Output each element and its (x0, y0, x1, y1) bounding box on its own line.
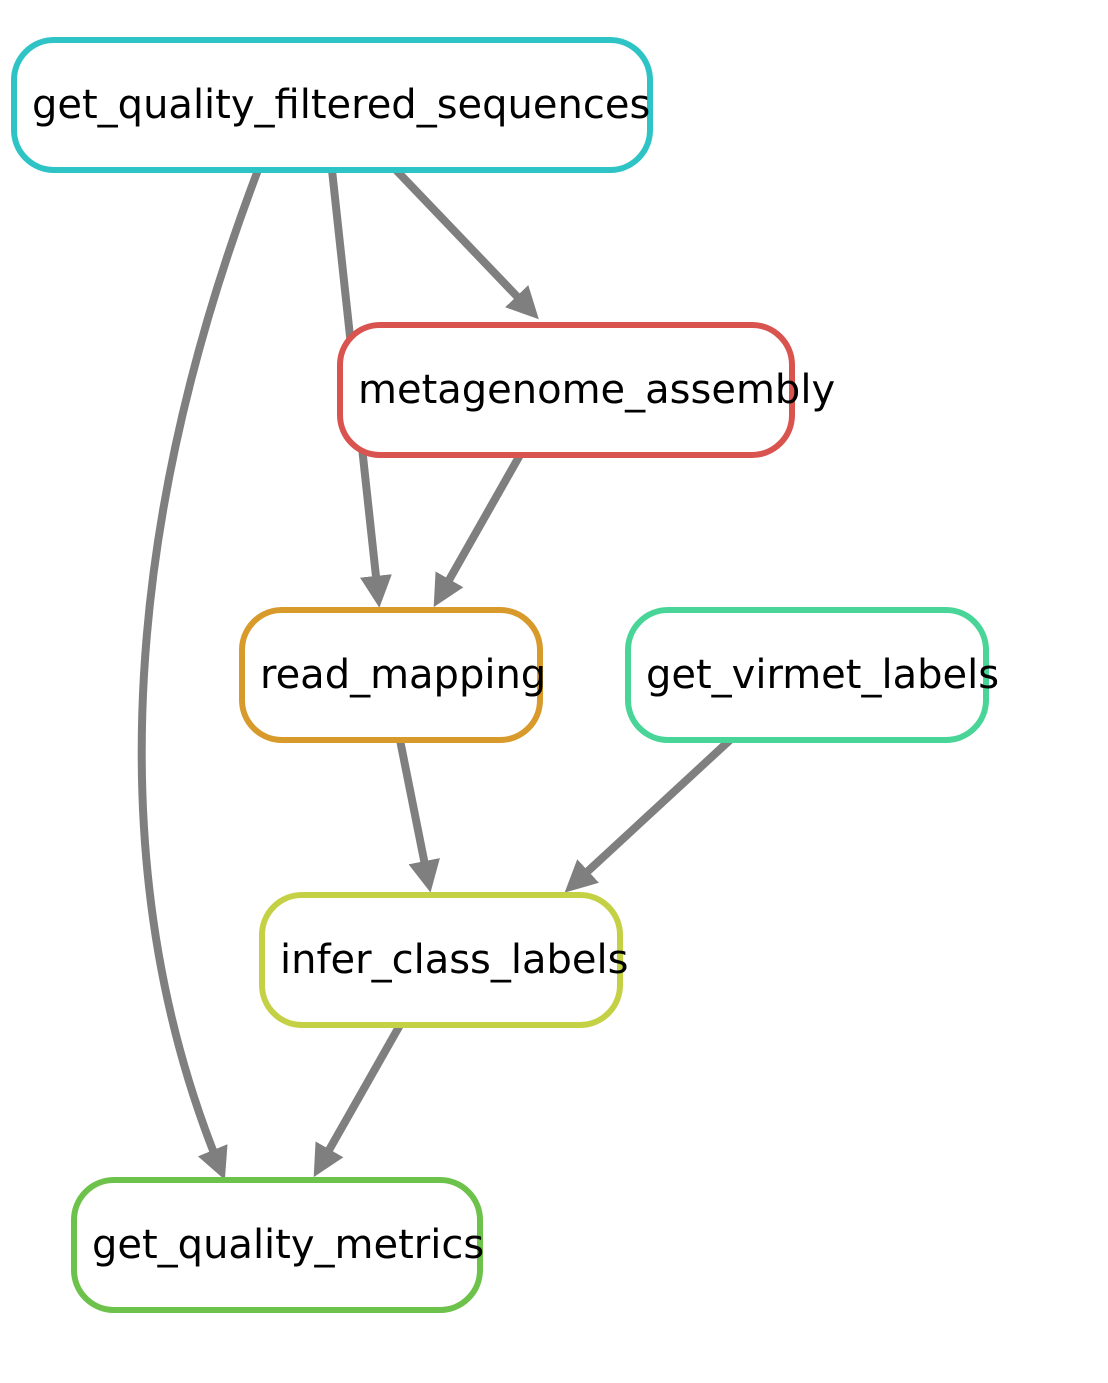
node-infer_class_labels: infer_class_labels (262, 895, 628, 1025)
node-get_virmet_labels: get_virmet_labels (628, 610, 999, 740)
node-label-get_quality_metrics: get_quality_metrics (92, 1222, 484, 1268)
edge-infer_class_labels-to-get_quality_metrics (320, 1025, 400, 1166)
node-label-get_virmet_labels: get_virmet_labels (646, 652, 999, 698)
flowchart-canvas: get_quality_filtered_sequences metagenome… (0, 0, 1108, 1383)
node-get_quality_filtered_sequences: get_quality_filtered_sequences (14, 40, 650, 170)
node-label-get_quality_filtered_sequences: get_quality_filtered_sequences (32, 82, 650, 128)
nodes-layer: get_quality_filtered_sequences metagenome… (14, 40, 999, 1310)
node-label-read_mapping: read_mapping (260, 652, 546, 698)
edge-get_quality_filtered_sequences-to-metagenome_assembly (396, 170, 530, 310)
edge-metagenome_assembly-to-read_mapping (440, 455, 520, 596)
node-metagenome_assembly: metagenome_assembly (340, 325, 835, 455)
node-label-infer_class_labels: infer_class_labels (280, 937, 628, 983)
node-get_quality_metrics: get_quality_metrics (74, 1180, 484, 1310)
edge-get_virmet_labels-to-infer_class_labels (574, 740, 730, 884)
node-read_mapping: read_mapping (242, 610, 546, 740)
edge-read_mapping-to-infer_class_labels (400, 740, 428, 880)
node-label-metagenome_assembly: metagenome_assembly (358, 367, 835, 413)
